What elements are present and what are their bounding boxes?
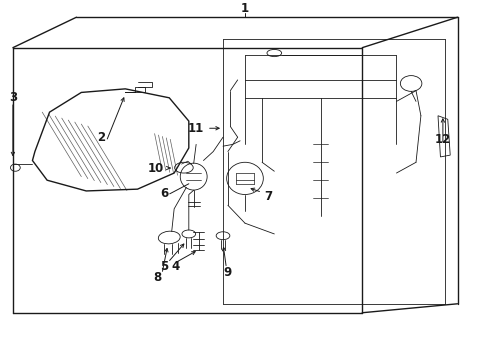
- Text: 4: 4: [172, 260, 180, 273]
- Text: 10: 10: [147, 162, 164, 175]
- Text: 3: 3: [9, 91, 17, 104]
- Text: 12: 12: [435, 132, 451, 145]
- Text: 1: 1: [241, 3, 249, 15]
- Text: 5: 5: [160, 260, 168, 273]
- Text: 11: 11: [188, 122, 204, 135]
- Text: 8: 8: [153, 271, 161, 284]
- Text: 2: 2: [97, 131, 105, 144]
- Text: 6: 6: [160, 187, 169, 200]
- Text: 9: 9: [224, 266, 232, 279]
- Text: 7: 7: [264, 190, 272, 203]
